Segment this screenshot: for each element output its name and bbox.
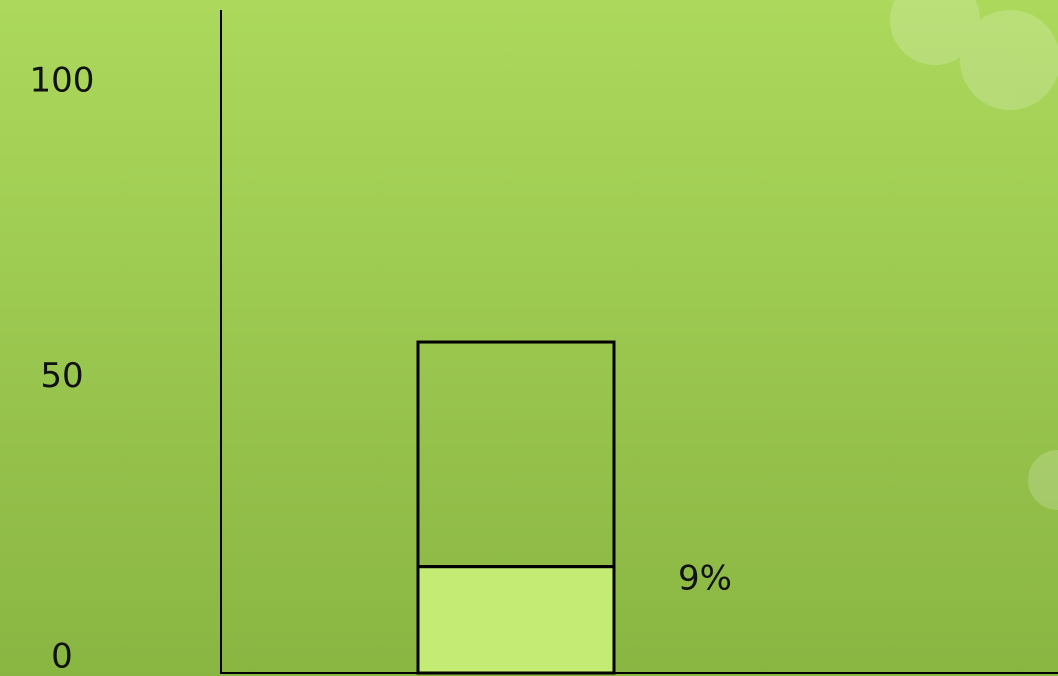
annotation: 9%: [678, 559, 732, 599]
bar-segment: [418, 567, 614, 673]
y-tick-label: 100: [30, 61, 95, 101]
chart: 0 50 100 9%: [0, 0, 1058, 676]
y-tick-label: 0: [51, 637, 73, 676]
y-tick-label: 50: [40, 356, 83, 396]
